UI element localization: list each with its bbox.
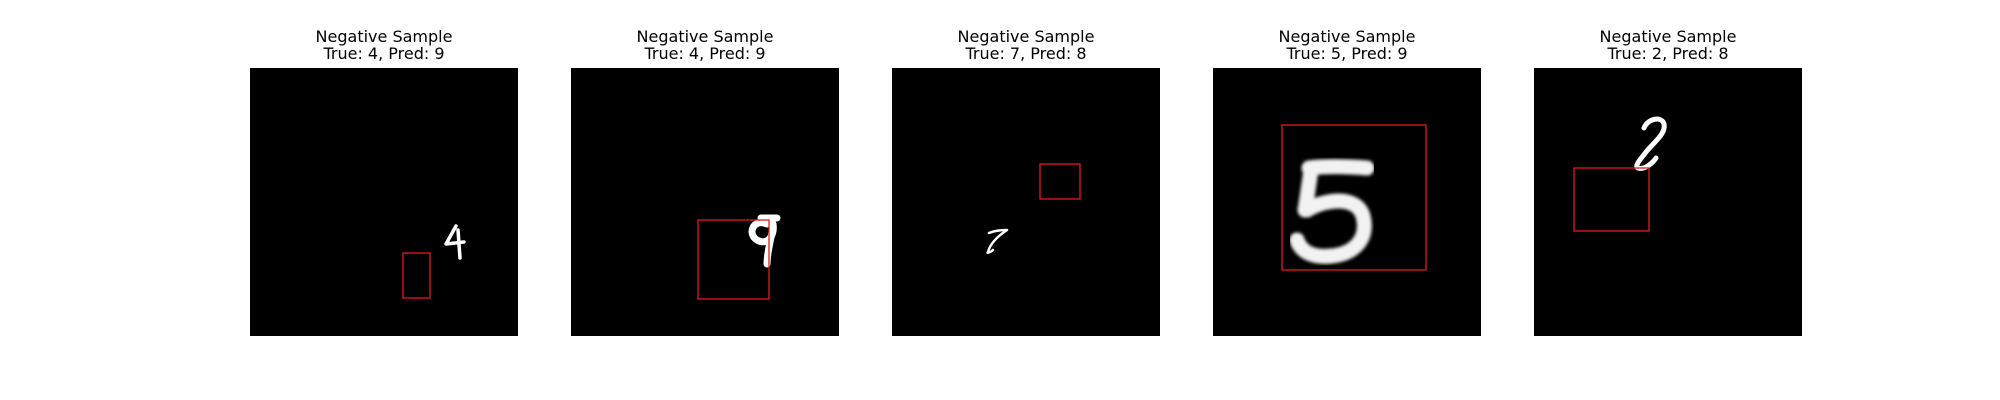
sample-panel-2: Negative Sample True: 4, Pred: 9 <box>571 0 839 400</box>
sample-image <box>571 68 839 336</box>
sample-canvas <box>1281 124 1427 271</box>
sample-image <box>250 68 518 336</box>
sample-canvas <box>697 214 781 300</box>
handwritten-digit <box>444 224 466 260</box>
prediction-box <box>402 252 431 299</box>
prediction-box <box>1573 167 1650 232</box>
sample-canvas <box>402 224 466 299</box>
handwritten-digit <box>986 228 1009 255</box>
sample-panel-1: Negative Sample True: 4, Pred: 9 <box>250 0 518 400</box>
sample-image <box>892 68 1160 336</box>
prediction-box <box>1039 163 1081 200</box>
panel-title-line2: True: 2, Pred: 8 <box>1607 44 1729 63</box>
sample-canvas <box>1573 116 1667 232</box>
sample-panel-3: Negative Sample True: 7, Pred: 8 <box>892 0 1160 400</box>
panel-title-line1: Negative Sample <box>957 27 1095 46</box>
panel-title-line2: True: 7, Pred: 8 <box>965 44 1087 63</box>
prediction-box <box>1281 124 1427 271</box>
panel-title-line1: Negative Sample <box>1599 27 1737 46</box>
panel-title-line1: Negative Sample <box>636 27 774 46</box>
panel-title: Negative Sample True: 4, Pred: 9 <box>531 28 879 62</box>
sample-image <box>1534 68 1802 336</box>
panel-title-line2: True: 4, Pred: 9 <box>644 44 766 63</box>
sample-image <box>1213 68 1481 336</box>
handwritten-digit <box>748 214 781 268</box>
panel-title-line1: Negative Sample <box>315 27 453 46</box>
sample-panel-4: Negative Sample True: 5, Pred: 9 <box>1213 0 1481 400</box>
sample-panel-5: Negative Sample True: 2, Pred: 8 <box>1534 0 1802 400</box>
sample-canvas <box>986 163 1081 255</box>
handwritten-digit <box>1634 116 1667 171</box>
panel-title: Negative Sample True: 5, Pred: 9 <box>1173 28 1521 62</box>
panel-title: Negative Sample True: 7, Pred: 8 <box>852 28 1200 62</box>
handwritten-digit <box>1289 159 1375 264</box>
panel-title: Negative Sample True: 2, Pred: 8 <box>1494 28 1842 62</box>
panel-title-line2: True: 5, Pred: 9 <box>1286 44 1408 63</box>
panel-title-line1: Negative Sample <box>1278 27 1416 46</box>
panel-title-line2: True: 4, Pred: 9 <box>323 44 445 63</box>
panel-title: Negative Sample True: 4, Pred: 9 <box>210 28 558 62</box>
prediction-box <box>697 219 770 300</box>
